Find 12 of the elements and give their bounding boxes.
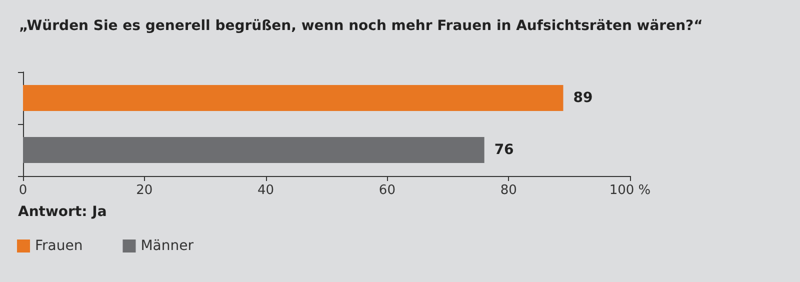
legend-label: Männer (140, 238, 194, 254)
legend-label: Frauen (35, 238, 83, 254)
x-tick-label: 100 % (609, 183, 651, 198)
x-tick-label: 0 (18, 183, 28, 198)
chart-title: „Würden Sie es generell begrüßen, wenn noch mehr Frauen in Aufsichtsräten wären?“ (19, 18, 703, 34)
text: Antwort: Ja (18, 204, 107, 220)
x-tick-label: 40 (258, 183, 274, 198)
data-label: 89 (573, 90, 593, 106)
x-tick-label: 20 (136, 183, 153, 198)
x-tick-label: 60 (378, 183, 396, 198)
data-label: 76 (494, 142, 514, 158)
x-tick-label: 80 (500, 183, 517, 198)
